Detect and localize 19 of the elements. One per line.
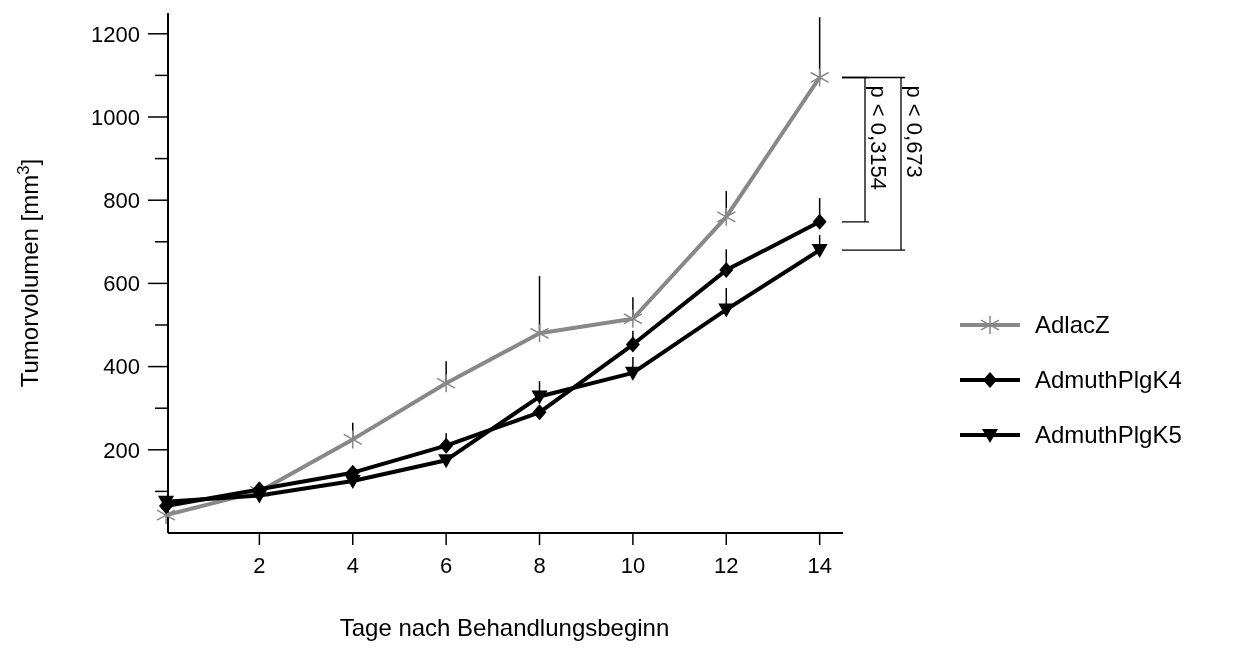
x-tick-label: 12 [714,553,739,578]
legend-label: AdmuthPlgK5 [1035,421,1182,449]
x-tick-label: 8 [533,553,546,578]
y-tick-label: 800 [103,187,140,213]
x-tick-label: 14 [807,553,832,578]
y-tick-label: 1200 [91,21,140,47]
legend-label: AdlacZ [1035,311,1110,339]
text: p < 0,3154 [866,85,891,191]
legend-label: AdmuthPlgK4 [1035,366,1182,394]
y-tick-label: 1000 [91,104,140,130]
text: p < 0,673 [902,85,927,178]
x-tick-label: 6 [440,553,453,578]
y-tick-label: 400 [103,354,140,380]
x-tick-label: 10 [620,553,646,578]
x-tick-label: 2 [253,553,266,578]
y-tick-label: 600 [103,271,140,297]
x-axis-title: Tage nach Behandlungsbeginn [339,614,670,641]
y-tick-label: 200 [103,437,140,463]
x-tick-label: 4 [346,553,359,578]
